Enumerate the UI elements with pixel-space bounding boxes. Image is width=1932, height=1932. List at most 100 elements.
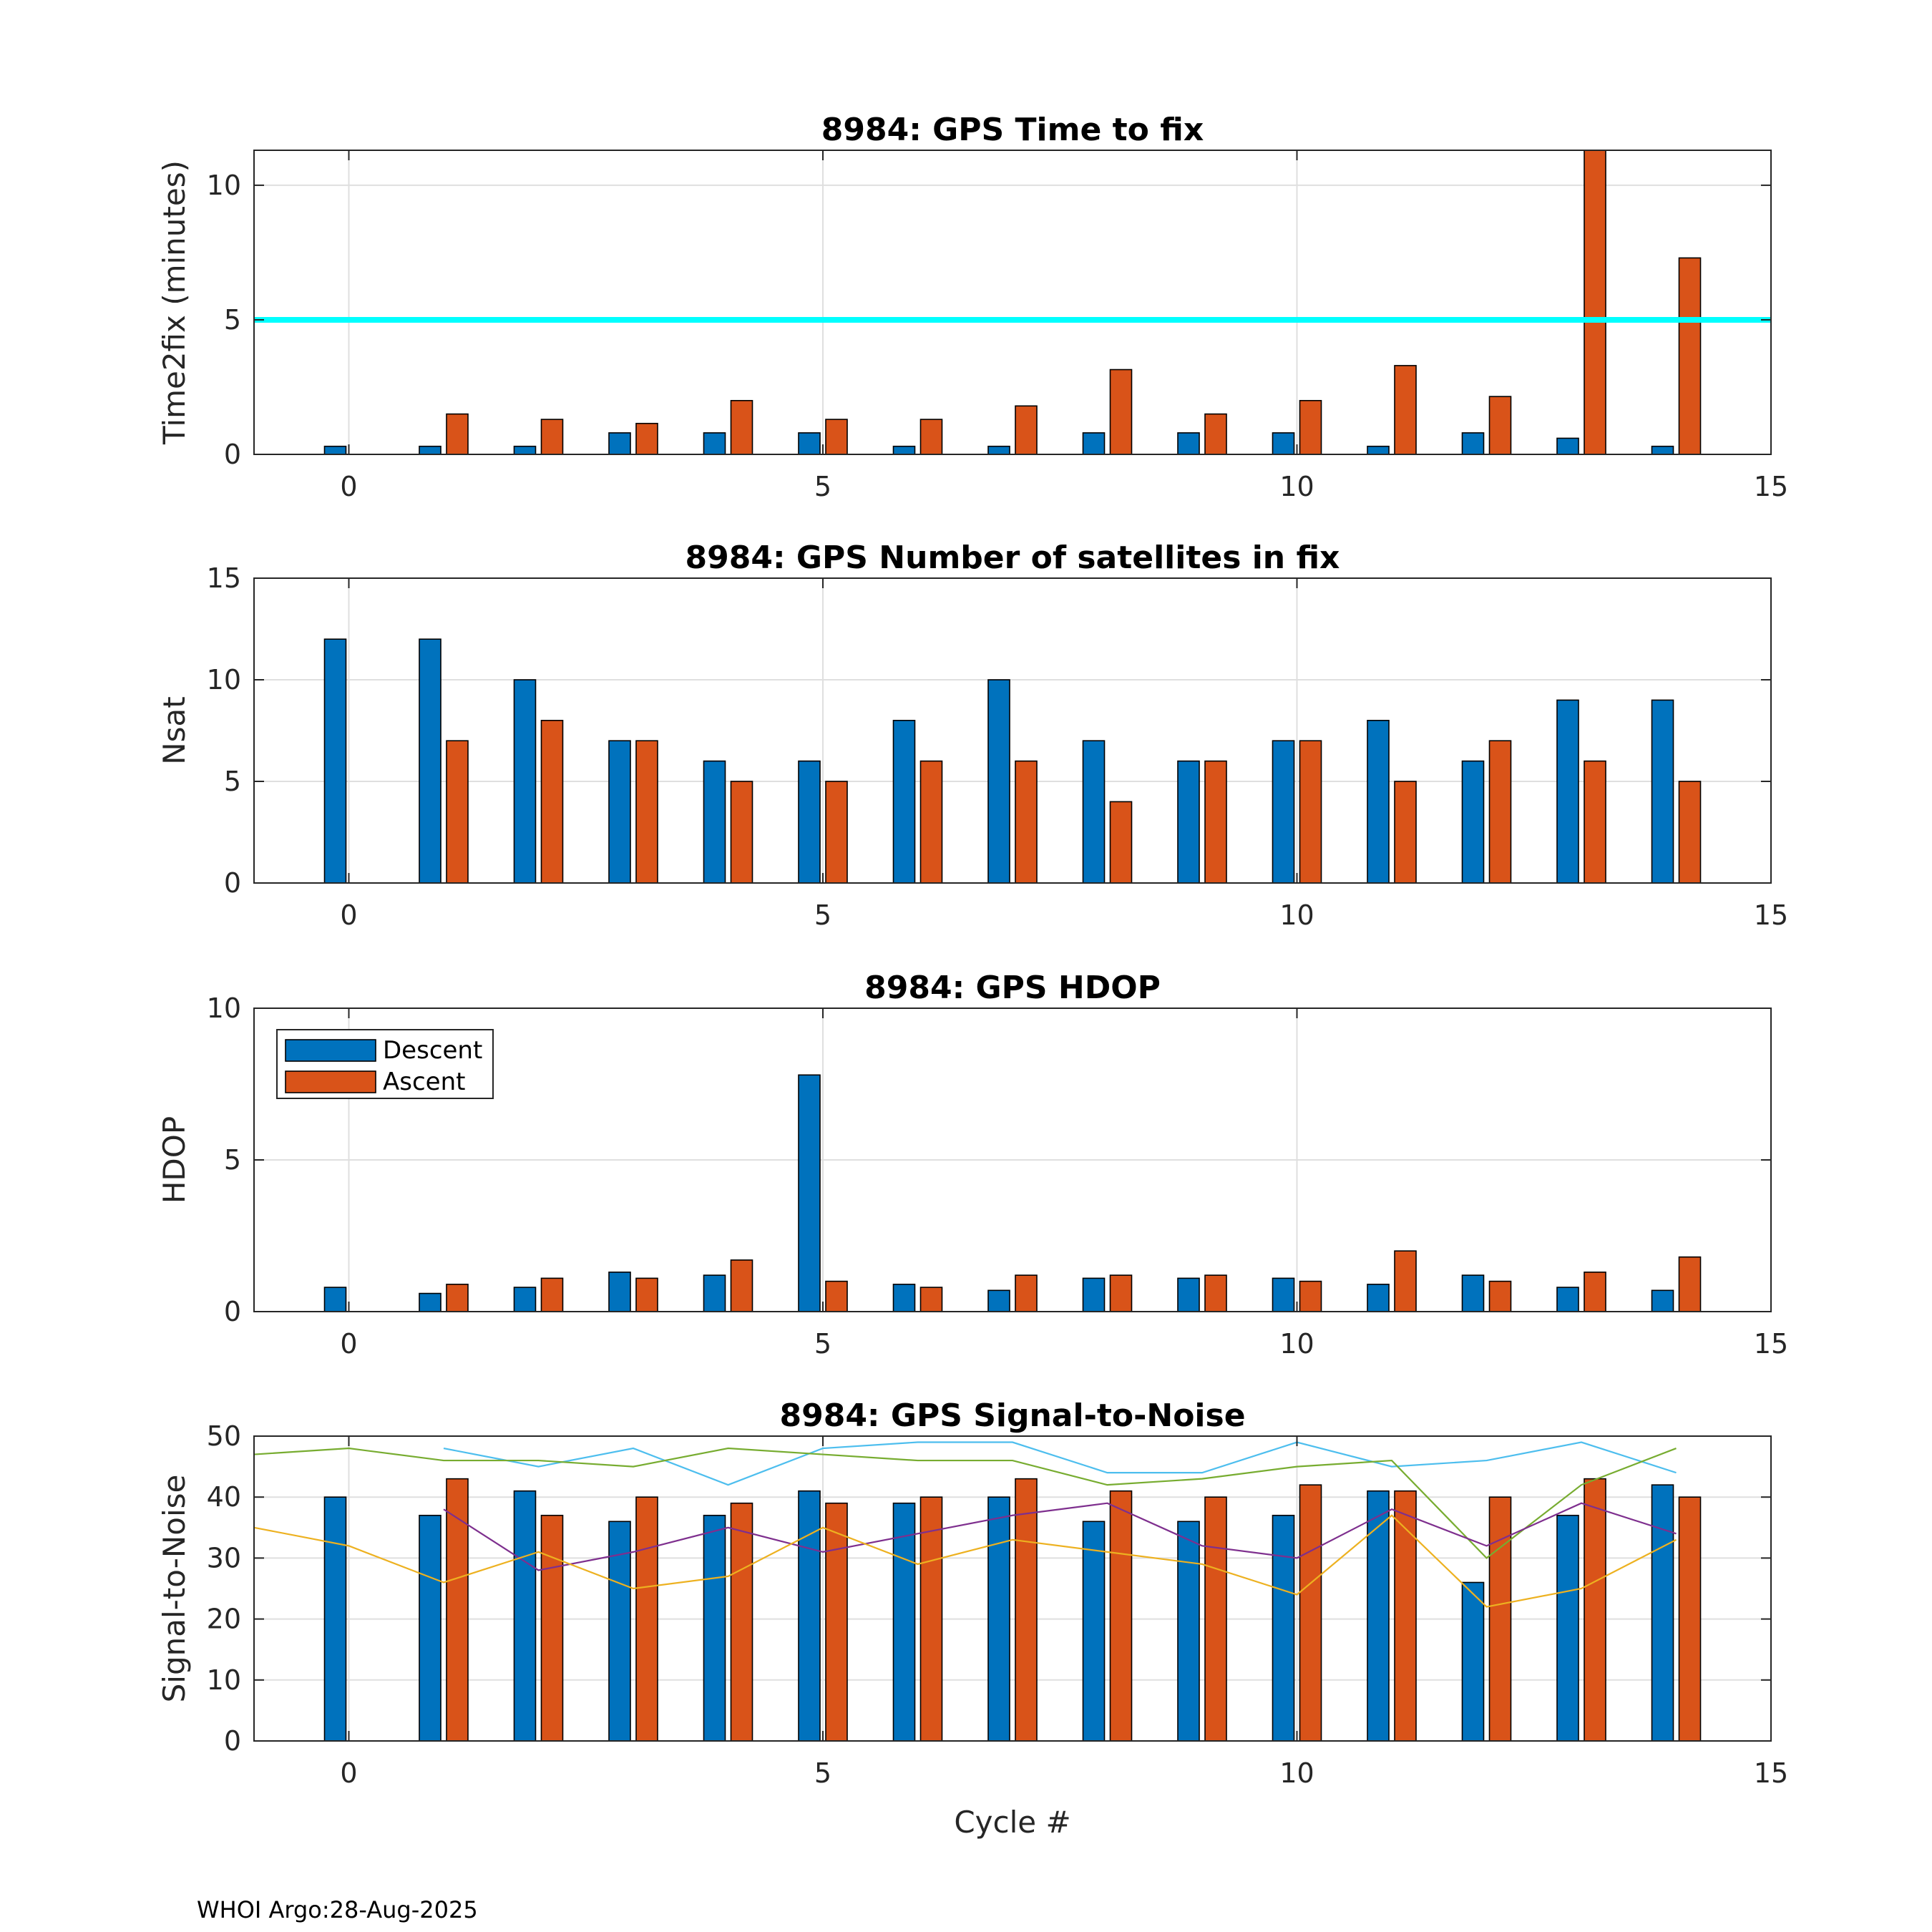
- axes-title: 8984: GPS HDOP: [864, 970, 1161, 1006]
- bar-descent: [892, 1502, 916, 1742]
- bar-ascent: [1204, 1274, 1227, 1312]
- bar-ascent: [635, 1496, 658, 1742]
- bar-ascent: [919, 1287, 943, 1312]
- bar-descent: [323, 1287, 347, 1312]
- bar-descent: [1461, 1581, 1485, 1742]
- bar-ascent: [1584, 150, 1606, 455]
- bar-descent: [1651, 1289, 1674, 1312]
- snr-line-2: [253, 1447, 1677, 1559]
- bar-descent: [703, 432, 726, 455]
- bar-ascent: [825, 1280, 848, 1312]
- bar-descent: [1177, 1277, 1200, 1312]
- bar-descent: [798, 760, 821, 884]
- y-tick-label: 0: [224, 867, 241, 899]
- bar-descent: [513, 679, 537, 884]
- bar-ascent: [1488, 1280, 1512, 1312]
- ticks: 0 5 10 15 0 5 10 15: [207, 562, 1789, 931]
- bar-descent: [608, 432, 631, 455]
- bar-ascent: [1394, 365, 1417, 455]
- bar-descent: [1082, 1521, 1106, 1742]
- bar-descent: [1367, 445, 1390, 455]
- bar-ascent: [825, 781, 848, 884]
- bar-ascent: [1299, 740, 1322, 884]
- bar-ascent: [1204, 1496, 1227, 1742]
- bar-ascent: [1678, 1256, 1702, 1312]
- ticks: 0 5 10 15 0 10 20 30 40 50: [207, 1420, 1789, 1789]
- bar-ascent: [1488, 1496, 1512, 1742]
- bar-descent: [1556, 437, 1579, 455]
- bar-descent: [987, 445, 1010, 455]
- bar-descent: [703, 1274, 726, 1312]
- bar-descent: [1177, 432, 1200, 455]
- x-tick-label: 0: [340, 1757, 357, 1789]
- bar-descent: [1556, 1287, 1579, 1312]
- bar-descent: [1461, 1274, 1485, 1312]
- y-tick-label: 10: [207, 1664, 241, 1696]
- bar-descent: [1651, 445, 1674, 455]
- bar-ascent: [825, 1502, 848, 1742]
- legend-swatch-descent: [285, 1039, 376, 1062]
- bar-ascent: [1015, 405, 1038, 455]
- legend-swatch-ascent: [285, 1070, 376, 1093]
- bar-descent: [1272, 1514, 1295, 1742]
- bar-descent: [419, 1514, 441, 1742]
- axes-2: 0 5 10 15 0 5 10 15 8984: GPS Number of satellit…: [157, 540, 1788, 931]
- axes-root: 0 5 10 15 0 5 10 8984: GPS Time to fix Time2fix …: [157, 112, 1788, 1840]
- bar-descent: [419, 638, 441, 884]
- bar-ascent: [540, 419, 564, 455]
- bar-ascent: [446, 1284, 469, 1312]
- bar-descent: [1272, 740, 1295, 884]
- bar-descent: [1461, 760, 1485, 884]
- bar-ascent: [540, 1277, 564, 1312]
- x-tick-label: 10: [1279, 899, 1314, 931]
- bar-descent: [1651, 699, 1674, 884]
- y-tick-label: 20: [207, 1604, 241, 1635]
- axes-1: 0 5 10 15 0 5 10 8984: GPS Time to fix Time2fix …: [157, 112, 1788, 502]
- bar-ascent: [540, 1514, 564, 1742]
- x-tick-label: 0: [340, 1328, 357, 1360]
- bar-descent: [419, 445, 441, 455]
- axes-4: 0 5 10 15 0 10 20 30 40 50 8984: GPS Signal-to-Noi…: [157, 1397, 1788, 1840]
- bar-ascent: [730, 1259, 753, 1312]
- bar-descent: [1272, 432, 1295, 455]
- bar-ascent: [635, 740, 658, 884]
- bar-ascent: [730, 1502, 753, 1742]
- bar-descent: [1367, 719, 1390, 884]
- bar-ascent: [1394, 781, 1417, 884]
- x-tick-label: 10: [1279, 471, 1314, 502]
- y-tick-label: 5: [224, 1144, 241, 1176]
- y-axis-label: Signal-to-Noise: [157, 1475, 192, 1703]
- bar-ascent: [1109, 1490, 1133, 1742]
- bar-descent: [987, 1289, 1010, 1312]
- y-tick-label: 0: [224, 1296, 241, 1327]
- bar-descent: [1367, 1284, 1390, 1312]
- bar-ascent: [1015, 1274, 1038, 1312]
- footer-text: WHOI Argo:28-Aug-2025: [197, 1896, 478, 1923]
- bar-ascent: [1109, 801, 1133, 884]
- bar-descent: [1272, 1277, 1295, 1312]
- axes-frame: [253, 577, 1772, 884]
- bar-ascent: [730, 781, 753, 884]
- bar-ascent: [1299, 1280, 1322, 1312]
- bar-descent: [703, 760, 726, 884]
- bar-descent: [1082, 432, 1106, 455]
- bar-descent: [987, 1496, 1010, 1742]
- axes-background: [254, 578, 1771, 883]
- bar-ascent: [1488, 740, 1512, 884]
- bar-descent: [323, 1496, 347, 1742]
- snr-line-1: [443, 1441, 1677, 1486]
- x-tick-label: 15: [1754, 899, 1788, 931]
- bar-descent: [798, 1490, 821, 1742]
- x-tick-label: 5: [814, 899, 831, 931]
- bar-ascent: [1678, 781, 1702, 884]
- bar-ascent: [919, 419, 943, 455]
- y-tick-label: 10: [207, 170, 241, 201]
- bar-ascent: [1204, 413, 1227, 455]
- bar-descent: [1177, 760, 1200, 884]
- bar-ascent: [540, 719, 564, 884]
- bar-ascent: [1109, 369, 1133, 455]
- x-tick-label: 5: [814, 1328, 831, 1360]
- bar-ascent: [446, 413, 469, 455]
- bar-descent: [513, 1287, 537, 1312]
